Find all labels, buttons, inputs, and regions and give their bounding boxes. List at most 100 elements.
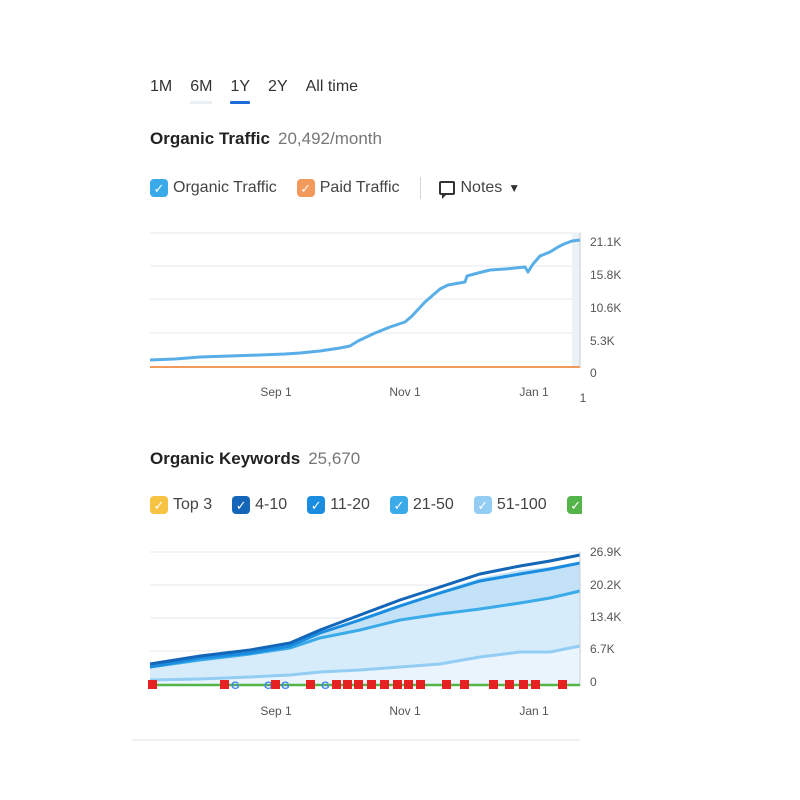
x-tick-label: Sep 1: [260, 704, 292, 718]
y-tick-label: 6.7K: [590, 642, 615, 656]
check-icon: ✓: [150, 179, 168, 197]
flag-icon: [343, 680, 352, 689]
series-4-10-line: [149, 553, 581, 666]
check-icon: ✓: [389, 496, 408, 514]
traffic-legend: ✓ Organic Traffic ✓ Paid Traffic Notes ▼: [150, 177, 540, 199]
legend-51-100[interactable]: ✓ 51-100: [473, 496, 547, 514]
scrollbar-track[interactable]: [132, 739, 580, 741]
x-tick-label: Nov 1: [389, 385, 421, 399]
x-tick-extra: 1: [580, 391, 587, 405]
y-tick-label: 15.8K: [590, 268, 621, 282]
chevron-down-icon: ▼: [508, 181, 521, 195]
legend-label: 11-20: [330, 496, 370, 513]
traffic-y-ticks: 21.1K 15.8K 10.6K 5.3K 0: [590, 235, 621, 380]
traffic-x-ticks: Sep 1 Nov 1 Jan 1 1: [260, 385, 586, 405]
traffic-chart: 21.1K 15.8K 10.6K 5.3K 0 Sep 1 Nov 1 Jan…: [149, 232, 621, 405]
traffic-title: Organic Traffic: [150, 129, 270, 148]
legend-label: 21-50: [412, 496, 454, 513]
y-tick-label: 20.2K: [590, 578, 621, 592]
keywords-y-ticks: 26.9K 20.2K 13.4K 6.7K 0: [590, 545, 621, 689]
keywords-value: 25,670: [308, 449, 361, 468]
traffic-value: 20,492/month: [277, 129, 382, 148]
tab-1m[interactable]: 1M: [150, 78, 173, 95]
organic-traffic-line: [149, 238, 581, 362]
flag-icon: [148, 680, 157, 689]
flag-icon: [367, 680, 376, 689]
legend-label: Paid Traffic: [319, 179, 400, 196]
check-icon: ✓: [473, 496, 492, 514]
flag-icon: [306, 680, 315, 689]
legend-label: 51-100: [496, 496, 547, 513]
google-icon: G: [264, 680, 273, 692]
keywords-legend: ✓ Top 3 ✓ 4-10 ✓ 11-20 ✓ 21-50 ✓ 51-100 …: [150, 496, 582, 514]
keywords-x-ticks: Sep 1 Nov 1 Jan 1: [260, 704, 549, 718]
event-markers: G G G G: [148, 680, 567, 692]
legend-serp-features[interactable]: ✓: [566, 496, 582, 514]
flag-icon: [404, 680, 413, 689]
y-tick-label: 26.9K: [590, 545, 621, 559]
legend-paid-traffic[interactable]: ✓ Paid Traffic: [296, 179, 400, 197]
series-51-100-line: [149, 644, 581, 682]
area-4-10: [150, 562, 580, 667]
check-icon: ✓: [150, 496, 168, 514]
x-tick-label: Nov 1: [389, 704, 421, 718]
flag-icon: [442, 680, 451, 689]
y-tick-label: 10.6K: [590, 301, 621, 315]
check-icon: ✓: [232, 496, 251, 514]
y-tick-label: 0: [590, 366, 597, 380]
flag-icon: [519, 680, 528, 689]
legend-label: Organic Traffic: [173, 179, 277, 196]
y-tick-label: 5.3K: [590, 334, 615, 348]
tab-6m[interactable]: 6M: [190, 78, 213, 104]
flag-icon: [531, 680, 540, 689]
period-tabs: 1M 6M 1Y 2Y All time: [150, 78, 376, 104]
flag-icon: [393, 680, 402, 689]
traffic-header: Organic Traffic 20,492/month: [150, 129, 382, 149]
series-11-20-line: [149, 561, 581, 669]
keywords-chart: G G G G 26.9K 20.2K 13.4K 6.: [148, 545, 621, 718]
keywords-header: Organic Keywords 25,670: [150, 449, 360, 469]
legend-21-50[interactable]: ✓ 21-50: [389, 496, 454, 514]
tab-1y[interactable]: 1Y: [230, 78, 250, 104]
check-icon: ✓: [307, 496, 326, 514]
area-51-100: [150, 646, 580, 685]
legend-organic-traffic[interactable]: ✓ Organic Traffic: [150, 179, 277, 197]
flag-icon: [489, 680, 498, 689]
flag-icon: [332, 680, 341, 689]
y-tick-label: 21.1K: [590, 235, 621, 249]
notes-label: Notes: [460, 179, 503, 196]
y-tick-label: 13.4K: [590, 610, 621, 624]
google-icon: G: [321, 680, 330, 692]
series-21-50-line: [149, 589, 581, 669]
legend-11-20[interactable]: ✓ 11-20: [307, 496, 370, 514]
flag-icon: [271, 680, 280, 689]
check-icon: ✓: [566, 496, 582, 514]
flag-icon: [354, 680, 363, 689]
check-icon: ✓: [296, 179, 315, 197]
x-tick-label: Jan 1: [519, 704, 549, 718]
x-tick-label: Jan 1: [519, 385, 549, 399]
divider: [419, 177, 421, 199]
flag-icon: [220, 680, 229, 689]
tab-all-time[interactable]: All time: [305, 78, 359, 95]
legend-4-10[interactable]: ✓ 4-10: [232, 496, 287, 514]
legend-label: 4-10: [255, 496, 288, 513]
keywords-title: Organic Keywords: [150, 449, 301, 468]
comment-icon: [438, 181, 455, 199]
flag-icon: [416, 680, 425, 689]
google-icon: G: [231, 680, 240, 692]
notes-dropdown[interactable]: Notes ▼: [438, 179, 521, 199]
y-tick-label: 0: [590, 675, 597, 689]
flag-icon: [380, 680, 389, 689]
legend-top-3[interactable]: ✓ Top 3: [150, 496, 212, 514]
chart-edge-shade: [572, 233, 580, 367]
flag-icon: [558, 680, 567, 689]
google-icon: G: [281, 680, 290, 692]
flag-icon: [460, 680, 469, 689]
flag-icon: [505, 680, 514, 689]
x-tick-label: Sep 1: [260, 385, 292, 399]
legend-label: Top 3: [173, 496, 213, 513]
tab-2y[interactable]: 2Y: [268, 78, 288, 95]
area-21-50: [150, 591, 580, 685]
